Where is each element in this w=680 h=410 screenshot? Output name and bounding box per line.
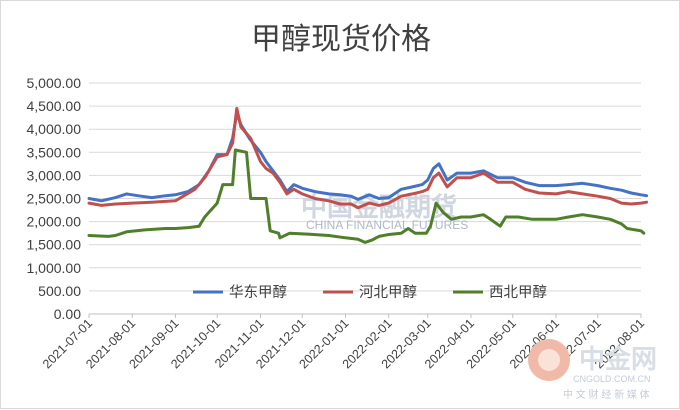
corner-logo-name: 中金网	[579, 344, 657, 374]
corner-logo-url: CNGOLD.COM.CN	[573, 374, 651, 384]
y-tick-label: 4,500.00	[27, 98, 82, 114]
y-tick-label: 2,000.00	[27, 214, 82, 230]
series-line-2	[87, 106, 649, 210]
series-line-3	[87, 148, 646, 244]
y-tick-label: 0.00	[54, 306, 81, 322]
y-tick-label: 4,000.00	[27, 121, 82, 137]
corner-logo: 中金网 CNGOLD.COM.CN 中 文 财 经 新 媒 体	[528, 339, 657, 401]
y-tick-label: 500.00	[38, 283, 81, 299]
legend-label-3: 西北甲醇	[489, 284, 547, 301]
y-axis: 0.00 500.00 1,000.00 1,500.00 2,000.00 2,500.…	[27, 75, 82, 322]
y-tick-label: 2,500.00	[27, 191, 82, 207]
y-tick-label: 5,000.00	[27, 75, 82, 91]
series-layer	[87, 106, 649, 244]
logo-swirl-inner	[538, 349, 560, 371]
legend-label-1: 华东甲醇	[229, 284, 287, 301]
corner-logo-tagline: 中 文 财 经 新 媒 体	[563, 388, 650, 401]
y-tick-label: 1,500.00	[27, 237, 82, 253]
chart-title: 甲醇现货价格	[251, 23, 431, 56]
y-tick-label: 3,000.00	[27, 167, 82, 183]
legend: 华东甲醇 河北甲醇 西北甲醇	[193, 284, 547, 301]
watermark-logo-subtitle: CHINA FINANCIAL FUTURES	[306, 218, 468, 232]
y-tick-label: 3,500.00	[27, 144, 82, 160]
y-tick-label: 1,000.00	[27, 260, 82, 276]
legend-label-2: 河北甲醇	[359, 284, 417, 301]
series-line-1	[87, 111, 649, 203]
